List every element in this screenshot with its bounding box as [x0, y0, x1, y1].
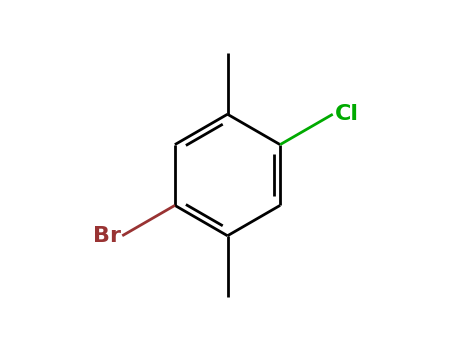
Text: Cl: Cl	[334, 104, 359, 124]
Text: Br: Br	[92, 226, 121, 246]
